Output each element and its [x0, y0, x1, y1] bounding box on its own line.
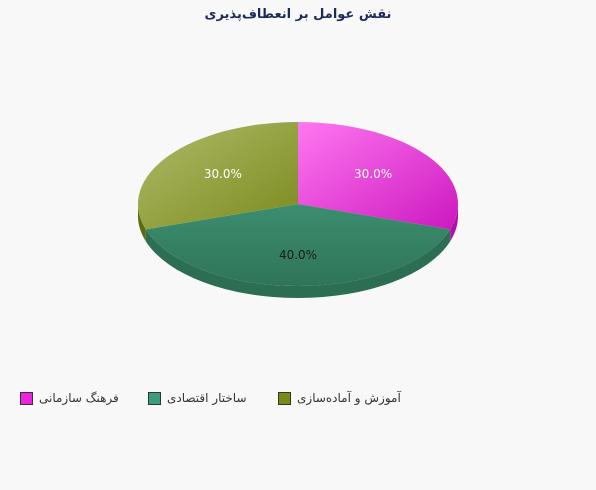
pie-data-label-0: 30.0%: [354, 167, 392, 181]
pie-data-label-2: 30.0%: [204, 167, 242, 181]
pie-slice-1[interactable]: [145, 204, 451, 286]
legend-item-1[interactable]: ساختار اقتصادی: [148, 386, 247, 410]
legend-item-0[interactable]: فرهنگ سازمانی: [20, 386, 119, 410]
pie-chart: 30.0% 40.0% 30.0%: [138, 122, 458, 298]
pie-data-label-1: 40.0%: [279, 248, 317, 262]
legend-label-1: ساختار اقتصادی: [167, 391, 247, 405]
legend-swatch-1: [148, 391, 161, 405]
pie-slice-2[interactable]: [138, 122, 298, 230]
legend-item-2[interactable]: آموزش و آماده‌سازی: [278, 386, 401, 410]
pie-slice-side-0: [450, 204, 458, 242]
legend-swatch-2: [278, 391, 291, 405]
legend-swatch-0: [20, 391, 33, 405]
legend-label-2: آموزش و آماده‌سازی: [297, 391, 401, 405]
pie-slice-0[interactable]: [298, 122, 458, 230]
legend: فرهنگ سازمانی ساختار اقتصادی آموزش و آما…: [0, 386, 596, 410]
pie-slice-side-2: [138, 204, 146, 242]
legend-label-0: فرهنگ سازمانی: [39, 391, 119, 405]
chart-title: نقش عوامل بر انعطاف‌پذیری: [204, 7, 392, 22]
pie-slice-side-1: [145, 229, 451, 298]
